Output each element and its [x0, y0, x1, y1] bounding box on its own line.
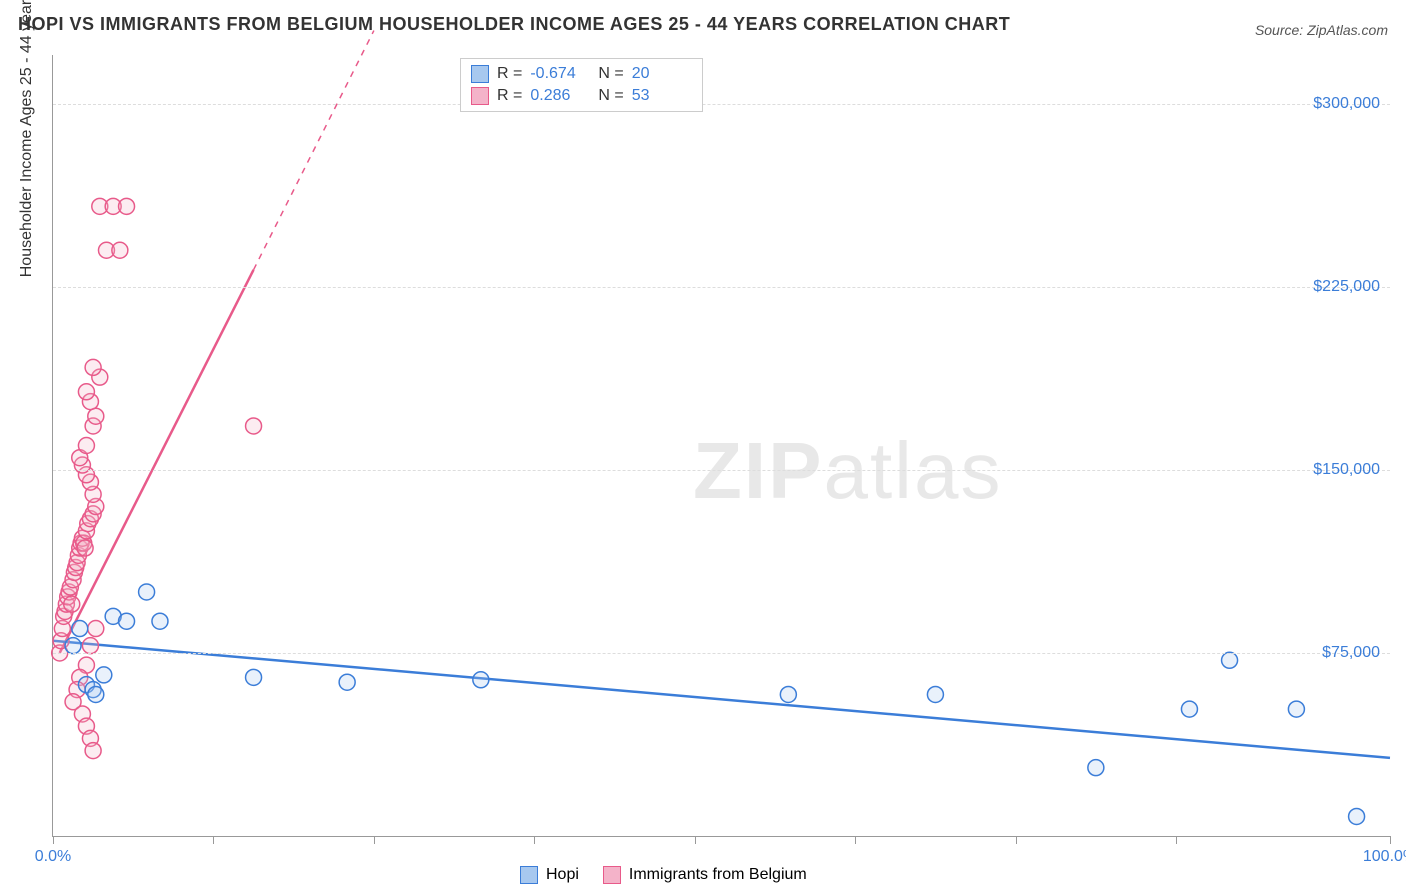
stats-row-belgium: R = 0.286 N = 53: [471, 85, 692, 107]
y-tick-label: $225,000: [1313, 278, 1380, 296]
stats-legend: R = -0.674 N = 20 R = 0.286 N = 53: [460, 58, 703, 112]
r-label: R =: [497, 65, 522, 83]
x-tick: [1390, 836, 1391, 844]
x-tick: [53, 836, 54, 844]
chart-svg: [53, 55, 1390, 836]
y-axis-label: Householder Income Ages 25 - 44 years: [18, 0, 36, 277]
series-legend: Hopi Immigrants from Belgium: [520, 866, 807, 884]
gridline: [53, 653, 1390, 654]
n-label: N =: [598, 65, 623, 83]
hopi-n-value: 20: [632, 65, 692, 83]
x-tick: [534, 836, 535, 844]
legend-label-hopi: Hopi: [546, 866, 579, 884]
y-tick-label: $75,000: [1322, 644, 1380, 662]
plot-area: ZIPatlas $75,000$150,000$225,000$300,000…: [52, 55, 1390, 837]
belgium-n-value: 53: [632, 87, 692, 105]
stats-row-hopi: R = -0.674 N = 20: [471, 63, 692, 85]
swatch-hopi: [520, 866, 538, 884]
swatch-belgium: [471, 87, 489, 105]
legend-item-belgium: Immigrants from Belgium: [603, 866, 807, 884]
y-tick-label: $150,000: [1313, 461, 1380, 479]
x-tick-label: 100.0%: [1363, 848, 1406, 866]
x-tick: [374, 836, 375, 844]
x-tick-label: 0.0%: [35, 848, 71, 866]
hopi-r-value: -0.674: [530, 65, 590, 83]
x-tick: [1176, 836, 1177, 844]
x-tick: [855, 836, 856, 844]
gridline: [53, 470, 1390, 471]
swatch-belgium: [603, 866, 621, 884]
x-tick: [695, 836, 696, 844]
swatch-hopi: [471, 65, 489, 83]
y-tick-label: $300,000: [1313, 95, 1380, 113]
r-label: R =: [497, 87, 522, 105]
legend-label-belgium: Immigrants from Belgium: [629, 866, 807, 884]
x-tick: [213, 836, 214, 844]
source-attribution: Source: ZipAtlas.com: [1255, 22, 1388, 38]
gridline: [53, 104, 1390, 105]
x-tick: [1016, 836, 1017, 844]
chart-title: HOPI VS IMMIGRANTS FROM BELGIUM HOUSEHOL…: [18, 14, 1010, 35]
n-label: N =: [598, 87, 623, 105]
belgium-r-value: 0.286: [530, 87, 590, 105]
gridline: [53, 287, 1390, 288]
legend-item-hopi: Hopi: [520, 866, 579, 884]
